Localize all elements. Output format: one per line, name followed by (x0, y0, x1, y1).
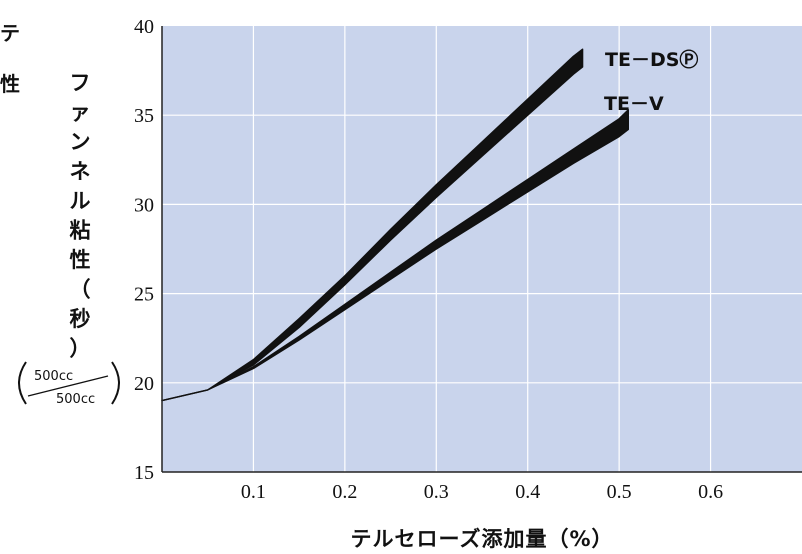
y-axis-title-char: 粘 (70, 219, 91, 243)
unit-paren-left (18, 361, 27, 405)
unit-denominator: 500cc (56, 392, 95, 407)
series-band-2 (161, 109, 629, 402)
y-tick-label: 20 (134, 373, 154, 395)
grid (162, 26, 802, 472)
edge-text-fragment: テ (0, 21, 20, 45)
y-axis-title-char: ル (70, 189, 91, 213)
y-axis-title-char: ァ (70, 101, 91, 125)
y-axis-title-char: フ (70, 71, 91, 95)
x-tick-label: 0.3 (424, 481, 449, 503)
series-label-2: TE－V (604, 93, 664, 115)
y-tick-label: 25 (134, 284, 154, 306)
series-band-1 (161, 48, 584, 402)
series-bands (161, 48, 629, 402)
y-axis-title-char: ン (70, 130, 91, 154)
y-axis-title-char: （ (70, 278, 91, 302)
x-tick-label: 0.5 (607, 481, 632, 503)
axes (161, 26, 802, 473)
y-axis-title-char: ネ (70, 160, 91, 184)
unit-slash (27, 375, 109, 397)
x-tick-label: 0.6 (698, 481, 723, 503)
x-tick-label: 0.2 (332, 481, 357, 503)
x-tick-label: 0.4 (515, 481, 540, 503)
y-tick-label: 40 (134, 16, 154, 38)
y-axis-title-char: 性 (70, 248, 91, 272)
x-axis-title: テルセローズ添加量（%） (351, 527, 614, 551)
y-tick-label: 15 (134, 462, 154, 484)
unit-numerator: 500cc (34, 369, 73, 384)
y-tick-label: 30 (134, 194, 154, 216)
x-tick-label: 0.1 (241, 481, 266, 503)
plot-background (162, 26, 802, 472)
unit-paren-right (111, 361, 120, 405)
edge-text-fragment: 性 (0, 72, 20, 96)
y-axis-title-char: 秒 (70, 307, 91, 331)
labels: 15 20 25 30 35 40 0.1 0.2 0.3 0.4 0.5 0.6 TE－DSⓅ TE－V… (0, 16, 723, 551)
y-tick-label: 35 (134, 105, 154, 127)
y-axis-title-char: ） (70, 337, 91, 361)
series-label-1: TE－DSⓅ (605, 48, 698, 71)
